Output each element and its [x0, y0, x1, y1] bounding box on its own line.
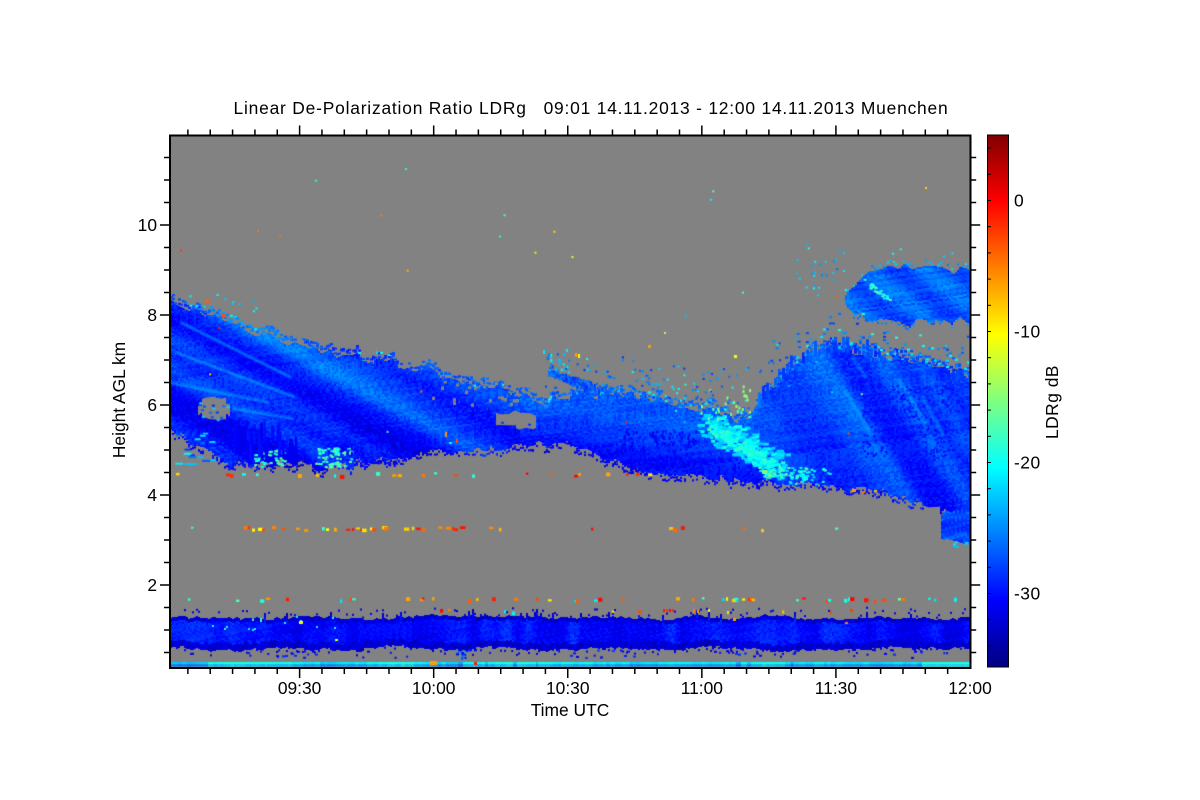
svg-text:09:30: 09:30: [278, 678, 322, 698]
svg-text:10: 10: [138, 215, 157, 235]
svg-text:6: 6: [147, 395, 157, 415]
svg-text:Height AGL km: Height AGL km: [109, 342, 129, 458]
svg-text:Time UTC: Time UTC: [531, 700, 610, 720]
svg-text:-10: -10: [1014, 322, 1041, 342]
svg-text:Linear De-Polarization Ratio L: Linear De-Polarization Ratio LDRg 09:01 …: [234, 98, 949, 118]
svg-text:10:30: 10:30: [546, 678, 590, 698]
svg-text:-20: -20: [1014, 453, 1041, 473]
svg-text:8: 8: [147, 305, 157, 325]
svg-text:-30: -30: [1014, 584, 1041, 604]
svg-text:2: 2: [147, 575, 157, 595]
svg-text:10:00: 10:00: [412, 678, 456, 698]
svg-text:11:30: 11:30: [815, 678, 857, 698]
svg-text:4: 4: [147, 485, 157, 505]
svg-text:12:00: 12:00: [948, 678, 992, 698]
svg-text:11:00: 11:00: [681, 678, 723, 698]
svg-text:LDRg dB: LDRg dB: [1042, 365, 1062, 439]
svg-text:0: 0: [1014, 191, 1024, 211]
